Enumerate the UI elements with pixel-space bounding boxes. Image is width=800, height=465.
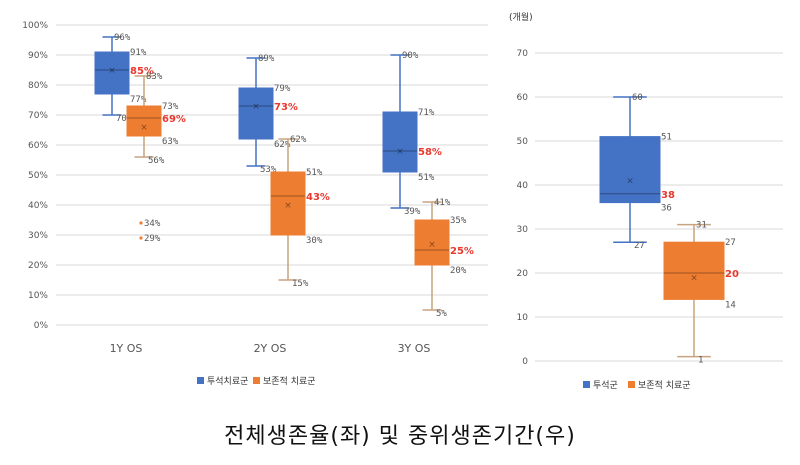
y-tick-right-5: 50 bbox=[517, 137, 529, 147]
label-max-L0-2: 90% bbox=[402, 51, 419, 61]
figure-caption: 전체생존율(좌) 및 중위생존기간(우) bbox=[224, 424, 576, 449]
x-tick-label-2: 3Y OS bbox=[398, 342, 431, 355]
y-tick-left-8: 80% bbox=[28, 81, 48, 91]
label-q1-L0-0: 77% bbox=[130, 95, 147, 105]
label-q3-L0-0: 91% bbox=[130, 48, 147, 58]
mean-marker-L1-0: × bbox=[140, 123, 148, 133]
label-min-R1: 1 bbox=[698, 356, 703, 366]
label-max-L1-0: 83% bbox=[146, 72, 163, 82]
x-tick-label-0: 1Y OS bbox=[110, 342, 143, 355]
legend-label-conservative-right: 보존적 치료군 bbox=[638, 379, 691, 391]
label-max-L1-2: 41% bbox=[434, 198, 451, 208]
label-q3-L1-2: 35% bbox=[450, 216, 467, 226]
box-L1-0 bbox=[126, 105, 162, 137]
legend-swatch-dialysis-right bbox=[583, 381, 590, 388]
y-axis-unit-right: (개월) bbox=[509, 11, 533, 23]
label-min-L0-2: 39% bbox=[404, 207, 421, 217]
label-max-L1-1: 62% bbox=[290, 135, 307, 145]
box-L0-1 bbox=[238, 87, 274, 140]
mean-marker-R1: × bbox=[690, 273, 698, 283]
y-tick-right-2: 20 bbox=[517, 269, 529, 279]
label-median-L1-2: 25% bbox=[450, 246, 474, 257]
mean-marker-L0-1: × bbox=[252, 102, 260, 112]
legend-label-dialysis-left: 투석치료군 bbox=[207, 375, 248, 387]
y-tick-left-6: 60% bbox=[28, 141, 48, 151]
label-median-R1: 20 bbox=[725, 269, 739, 280]
legend-swatch-dialysis-left bbox=[197, 377, 204, 384]
legend-label-dialysis-right: 투석군 bbox=[593, 380, 618, 391]
outlier-dot-L1-0-0 bbox=[139, 221, 143, 225]
label-max-R1: 31 bbox=[696, 221, 707, 231]
y-tick-left-9: 90% bbox=[28, 51, 48, 61]
label-median-L1-1: 43% bbox=[306, 192, 330, 203]
label-min-L0-0: 70% bbox=[116, 114, 133, 124]
box-L1-1 bbox=[270, 171, 306, 236]
mean-marker-R0: × bbox=[626, 177, 634, 187]
y-tick-right-3: 30 bbox=[517, 225, 529, 235]
label-min-R0: 27 bbox=[634, 241, 645, 251]
label-median-L1-0: 69% bbox=[162, 114, 186, 125]
box-R1 bbox=[663, 241, 725, 300]
mean-marker-L0-2: × bbox=[396, 147, 404, 157]
label-q1-L0-1: 62% bbox=[274, 140, 291, 150]
box-L0-0 bbox=[94, 51, 130, 95]
y-tick-right-7: 70 bbox=[517, 49, 529, 59]
label-max-L0-1: 89% bbox=[258, 54, 275, 64]
label-q3-R1: 27 bbox=[725, 238, 736, 248]
label-q1-L1-2: 20% bbox=[450, 266, 467, 276]
label-min-L1-2: 5% bbox=[436, 309, 447, 319]
legend-swatch-conservative-left bbox=[253, 377, 260, 384]
label-q3-L1-0: 73% bbox=[162, 102, 179, 112]
label-q3-L0-1: 79% bbox=[274, 84, 291, 94]
y-tick-left-1: 10% bbox=[28, 291, 48, 301]
label-median-R0: 38 bbox=[661, 190, 675, 201]
legend-swatch-conservative-right bbox=[628, 381, 635, 388]
label-max-L0-0: 96% bbox=[114, 33, 131, 43]
label-median-L0-1: 73% bbox=[274, 102, 298, 113]
y-tick-right-0: 0 bbox=[522, 357, 528, 367]
y-tick-right-6: 60 bbox=[517, 93, 529, 103]
label-q1-L1-1: 30% bbox=[306, 236, 323, 246]
label-q1-R1: 14 bbox=[725, 300, 736, 310]
y-tick-left-10: 100% bbox=[22, 21, 48, 31]
label-q1-R0: 36 bbox=[661, 204, 672, 214]
y-tick-left-3: 30% bbox=[28, 231, 48, 241]
y-tick-left-5: 50% bbox=[28, 171, 48, 181]
box-L0-2 bbox=[382, 111, 418, 173]
box-L1-2 bbox=[414, 219, 450, 266]
y-tick-left-0: 0% bbox=[34, 321, 49, 331]
y-tick-left-2: 20% bbox=[28, 261, 48, 271]
label-q3-L0-2: 71% bbox=[418, 108, 435, 118]
label-q3-R0: 51 bbox=[661, 133, 672, 143]
label-max-R0: 60 bbox=[632, 93, 643, 103]
label-min-L1-0: 56% bbox=[148, 156, 165, 166]
mean-marker-L1-1: × bbox=[284, 201, 292, 211]
label-min-L1-1: 15% bbox=[292, 279, 309, 289]
label-median-L0-0: 85% bbox=[130, 66, 154, 77]
y-tick-right-4: 40 bbox=[517, 181, 529, 191]
y-tick-left-4: 40% bbox=[28, 201, 48, 211]
outlier-dot-L1-0-1 bbox=[139, 236, 143, 240]
label-outlier-L1-0-0: 34% bbox=[144, 219, 161, 229]
legend-label-conservative-left: 보존적 치료군 bbox=[263, 375, 316, 387]
label-q3-L1-1: 51% bbox=[306, 168, 323, 178]
label-q1-L0-2: 51% bbox=[418, 173, 435, 183]
y-tick-left-7: 70% bbox=[28, 111, 48, 121]
label-median-L0-2: 58% bbox=[418, 147, 442, 158]
y-tick-right-1: 10 bbox=[517, 313, 529, 323]
box-R0 bbox=[599, 136, 661, 204]
label-q1-L1-0: 63% bbox=[162, 137, 179, 147]
mean-marker-L1-2: × bbox=[428, 240, 436, 250]
x-tick-label-1: 2Y OS bbox=[254, 342, 287, 355]
mean-marker-L0-0: × bbox=[108, 66, 116, 76]
label-min-L0-1: 53% bbox=[260, 165, 277, 175]
label-outlier-L1-0-1: 29% bbox=[144, 234, 161, 244]
